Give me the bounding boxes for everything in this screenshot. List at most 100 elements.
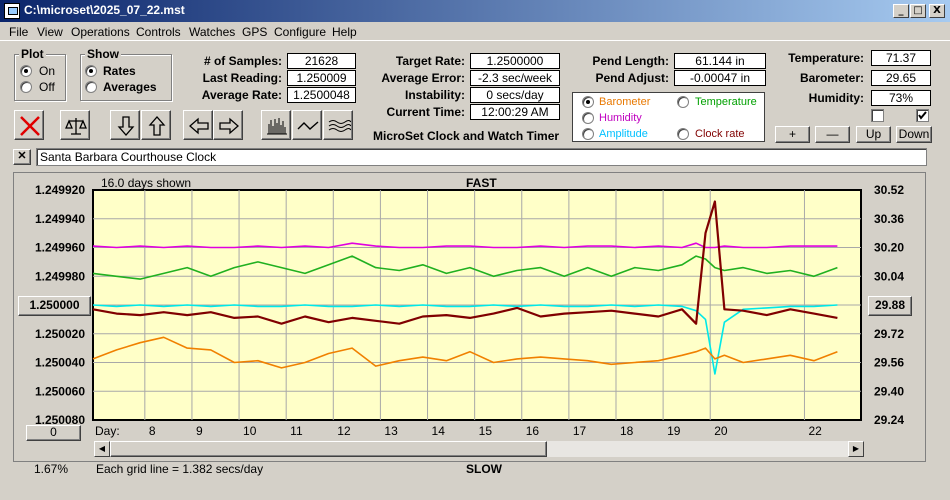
calibrate-button[interactable] <box>60 110 90 140</box>
show-averages-label[interactable]: Averages <box>103 80 157 94</box>
clear-button[interactable] <box>14 110 44 140</box>
plot-multi-button[interactable] <box>323 110 353 140</box>
menu-gps[interactable]: GPS <box>242 25 268 39</box>
scroll-left-button[interactable] <box>183 110 213 140</box>
x-tick-label: 18 <box>620 424 634 438</box>
plot-off-radio[interactable] <box>20 81 32 93</box>
up-button[interactable]: Up <box>856 126 891 143</box>
menu-file[interactable]: File <box>9 25 29 39</box>
plot-off-label[interactable]: Off <box>39 80 55 94</box>
plot-line-button[interactable] <box>292 110 322 140</box>
x-axis-ticks: 8 9 10 11 12 13 14 15 16 17 18 19 20 22 <box>149 424 822 438</box>
avg-rate-field: 1.2500048 <box>287 87 356 103</box>
x-tick-label: 19 <box>667 424 681 438</box>
title-bar[interactable]: C:\microset\2025_07_22.mst _ □ X <box>0 0 950 22</box>
day-axis-label: Day: <box>95 424 120 438</box>
x-tick-label: 12 <box>337 424 351 438</box>
right-tick-label: 29.40 <box>874 384 904 398</box>
left-tick-label: 1.250060 <box>35 384 85 398</box>
clock-close-button[interactable]: ✕ <box>13 149 31 165</box>
menu-help[interactable]: Help <box>332 25 357 39</box>
temperature-radio[interactable] <box>677 96 689 108</box>
instability-label: Instability: <box>404 88 465 102</box>
app-subtitle: MicroSet Clock and Watch Timer <box>373 129 560 143</box>
plot-group-title: Plot <box>19 47 46 61</box>
bars-icon <box>267 118 287 135</box>
show-rates-label[interactable]: Rates <box>103 64 136 78</box>
left-tick-label: 1.249980 <box>35 269 85 283</box>
shift-up-button[interactable] <box>141 110 171 140</box>
humidity-label: Humidity: <box>808 91 864 105</box>
menu-watches[interactable]: Watches <box>189 25 236 39</box>
option-checkbox-1[interactable] <box>871 109 884 122</box>
series-barometer <box>92 336 838 369</box>
left-axis-ticks: 1.249920 1.249940 1.249960 1.249980 1.250020… <box>35 183 85 427</box>
pend-length-label: Pend Length: <box>592 54 669 68</box>
amplitude-radio[interactable] <box>582 128 594 140</box>
scroll-right-button[interactable] <box>213 110 243 140</box>
left-tick-label: 1.249940 <box>35 212 85 226</box>
current-time-field: 12:00:29 AM <box>470 104 560 120</box>
instability-field: 0 secs/day <box>470 87 560 103</box>
app-icon[interactable] <box>4 3 20 19</box>
barometer-option-label[interactable]: Barometer <box>599 96 651 108</box>
last-reading-label: Last Reading: <box>202 71 282 85</box>
show-averages-radio[interactable] <box>85 81 97 93</box>
clock-rate-option-label[interactable]: Clock rate <box>695 128 745 140</box>
plus-button[interactable]: + <box>775 126 810 143</box>
clock-name-field[interactable]: Santa Barbara Courthouse Clock <box>36 148 927 166</box>
rate-reference-button[interactable]: 1.250000 <box>18 296 91 316</box>
secondary-reference-button[interactable]: 29.88 <box>868 296 912 316</box>
arrow-right-icon <box>219 117 239 135</box>
down-button[interactable]: Down <box>896 126 932 143</box>
secondary-plot-selector <box>572 92 765 142</box>
minimize-button[interactable]: _ <box>893 4 909 18</box>
left-tick-label: 1.249920 <box>35 183 85 197</box>
x-tick-label: 10 <box>243 424 257 438</box>
percent-label: 1.67% <box>34 462 69 476</box>
menu-operations[interactable]: Operations <box>71 25 130 39</box>
temperature-option-label[interactable]: Temperature <box>695 96 757 108</box>
x-tick-label: 17 <box>573 424 587 438</box>
x-tick-label: 15 <box>479 424 493 438</box>
x-tick-label: 8 <box>149 424 156 438</box>
last-reading-field: 1.250009 <box>287 70 356 86</box>
histogram-button[interactable] <box>261 110 291 140</box>
slow-label: SLOW <box>466 462 502 476</box>
menu-view[interactable]: View <box>37 25 63 39</box>
show-rates-radio[interactable] <box>85 65 97 77</box>
pend-adjust-label: Pend Adjust: <box>595 71 669 85</box>
minus-button[interactable]: — <box>815 126 850 143</box>
amplitude-option-label[interactable]: Amplitude <box>599 128 648 140</box>
scroll-right-arrow-icon[interactable]: ▶ <box>848 441 864 457</box>
arrow-left-icon <box>189 117 209 135</box>
pend-length-field[interactable]: 61.144 in <box>674 53 766 69</box>
series-clock-rate <box>92 200 838 325</box>
menu-controls[interactable]: Controls <box>136 25 181 39</box>
maximize-button[interactable]: □ <box>910 4 926 18</box>
close-button[interactable]: X <box>929 4 945 18</box>
temperature-label: Temperature: <box>788 51 864 65</box>
plot-on-radio[interactable] <box>20 65 32 77</box>
clock-rate-radio[interactable] <box>677 128 689 140</box>
menu-configure[interactable]: Configure <box>274 25 327 39</box>
scrollbar-thumb[interactable] <box>110 441 547 457</box>
plot-group: Plot <box>14 47 66 101</box>
humidity-option-label[interactable]: Humidity <box>599 112 642 124</box>
target-rate-field[interactable]: 1.2500000 <box>470 53 560 69</box>
right-tick-label: 30.36 <box>874 212 904 226</box>
right-tick-label: 30.20 <box>874 241 904 255</box>
right-tick-label: 30.04 <box>874 269 904 283</box>
option-checkbox-2[interactable] <box>916 109 929 122</box>
avg-error-field: -2.3 sec/week <box>470 70 560 86</box>
arrow-up-icon <box>148 116 166 136</box>
zero-button[interactable]: 0 <box>26 425 81 441</box>
plot-on-label[interactable]: On <box>39 64 56 78</box>
barometer-radio[interactable] <box>582 96 594 108</box>
shift-down-button[interactable] <box>110 110 140 140</box>
scroll-left-arrow-icon[interactable]: ◀ <box>94 441 110 457</box>
humidity-radio[interactable] <box>582 112 594 124</box>
series-temperature <box>92 255 838 280</box>
pend-adjust-field: -0.00047 in <box>674 70 766 86</box>
